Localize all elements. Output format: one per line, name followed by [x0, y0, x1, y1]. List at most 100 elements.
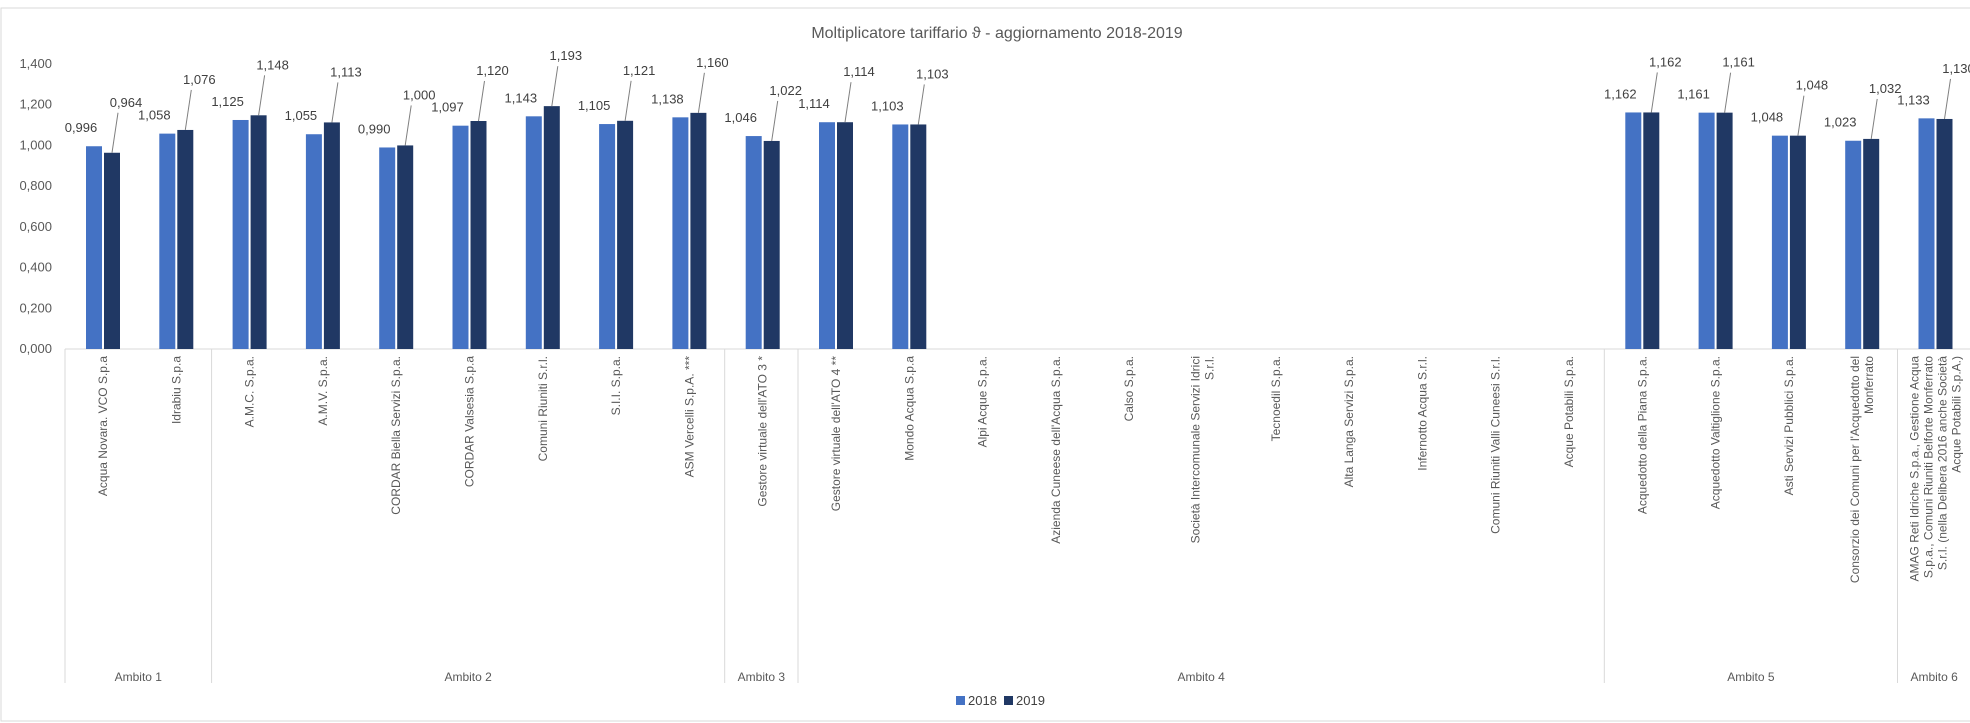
category-label: Asti Servizi Pubblici S.p.a.	[1782, 356, 1796, 495]
leader-line-2019	[551, 66, 559, 107]
y-tick-label: 0,400	[19, 260, 52, 275]
data-label-2019: 1,162	[1649, 54, 1682, 69]
bar-2019	[1643, 112, 1660, 349]
leader-line-2019	[771, 100, 779, 142]
data-label-2019: 1,114	[843, 64, 875, 79]
bar-2018	[379, 147, 396, 349]
data-label-2019: 0,964	[110, 95, 143, 110]
bar-2018	[1918, 118, 1935, 349]
leader-line-2019	[111, 112, 119, 153]
bar-2018	[452, 125, 469, 349]
bar-2019	[543, 106, 560, 349]
data-label-2019: 1,121	[623, 63, 656, 78]
leader-line-2019	[697, 72, 705, 113]
bar-2019	[470, 121, 487, 349]
data-label-2019: 1,103	[916, 66, 949, 81]
leader-line-2019	[184, 89, 192, 131]
group-labels: Ambito 1 Ambito 2 Ambito 3 Ambito 4 Ambito 5…	[64, 349, 1958, 684]
data-label-2019: 1,022	[769, 83, 802, 98]
bar-2019	[177, 129, 194, 349]
bar-2019	[1789, 135, 1806, 349]
legend-swatch-2019	[1004, 696, 1013, 705]
category-label: Acquedotto della Piana S.p.a.	[1635, 356, 1649, 514]
data-label-2019: 1,120	[476, 63, 509, 78]
leader-line-2019	[917, 84, 925, 125]
bar-2019	[837, 122, 853, 349]
bar-2018	[599, 124, 616, 349]
legend-swatch-2018	[956, 696, 965, 705]
data-label-2018: 1,162	[1604, 86, 1637, 101]
category-label: Azienda Cuneese dell'Acqua S.p.a.	[1049, 356, 1063, 544]
data-label-2019: 1,113	[330, 64, 362, 79]
category-label: Calso S.p.a.	[1122, 356, 1136, 421]
leader-line-2019	[404, 105, 412, 146]
category-label: Acqua Novara. VCO S.p.a	[96, 356, 110, 496]
data-label-2019: 1,048	[1796, 78, 1829, 93]
bar-2018	[305, 134, 322, 349]
data-label-2018: 1,103	[871, 98, 904, 113]
leader-line-2019	[1797, 95, 1805, 136]
bar-2019	[397, 145, 414, 349]
bar-2019	[690, 112, 707, 349]
category-label: Infernotto Acqua S.r.l.	[1415, 356, 1429, 471]
bar-2018	[819, 122, 835, 349]
y-tick-label: 0,200	[19, 300, 52, 315]
bar-2019	[617, 120, 634, 350]
bars	[86, 106, 1953, 350]
group-label: Ambito 5	[1727, 670, 1775, 684]
category-label: CORDAR Valsesia S.p.a	[463, 356, 477, 487]
bar-2018	[1698, 112, 1715, 350]
data-label-2018: 1,125	[211, 94, 244, 109]
category-label: Idrabiu S.p.a	[169, 356, 183, 424]
y-tick-label: 0,800	[19, 178, 52, 193]
legend-label-2019: 2019	[1016, 693, 1045, 708]
data-label-2018: 1,143	[505, 90, 538, 105]
bar-2018	[86, 146, 102, 349]
category-label: CORDAR Biella Servizi S.p.a.	[389, 356, 403, 515]
leader-line-2019	[1870, 98, 1878, 139]
leader-line-2019	[1724, 72, 1732, 113]
bar-2019	[910, 124, 927, 349]
data-label-2018: 1,161	[1677, 87, 1710, 102]
data-label-2019: 1,000	[403, 87, 436, 102]
category-label: Alpi Acque S.p.a.	[976, 356, 990, 447]
bar-2018	[159, 133, 176, 349]
legend-label-2018: 2018	[968, 693, 997, 708]
leader-line-2019	[624, 80, 632, 121]
group-label: Ambito 4	[1177, 670, 1225, 684]
data-label-2018: 0,996	[65, 120, 98, 135]
bar-2019	[1936, 118, 1953, 349]
data-label-2019: 1,076	[183, 72, 216, 87]
category-label: A.M.C. S.p.a.	[243, 356, 257, 427]
leader-line-2019	[1944, 78, 1951, 120]
category-label: A.M.V. S.p.a.	[316, 356, 330, 426]
group-label: Ambito 3	[738, 670, 786, 684]
category-label: ASM Vercelli S.p.A. ***	[682, 356, 696, 478]
category-label: Alta Langa Servizi S.p.a.	[1342, 356, 1356, 487]
legend: 2018 2019	[956, 693, 1045, 708]
leader-line-2019	[331, 82, 339, 123]
bar-2018	[672, 117, 689, 349]
data-label-2018: 1,138	[651, 91, 684, 106]
leader-line-2019	[258, 75, 266, 116]
y-tick-label: 0,600	[19, 219, 52, 234]
bar-2018	[745, 136, 762, 349]
bar-2018	[1625, 112, 1642, 349]
category-label: Acque Potabili S.p.a.	[1562, 356, 1576, 467]
bar-2018	[232, 119, 249, 349]
category-label: Tecnoedil S.p.a.	[1269, 356, 1283, 441]
data-label-2018: 1,105	[578, 98, 611, 113]
data-label-2018: 1,046	[724, 110, 757, 125]
category-label: Comuni Riuniti S.r.l.	[536, 356, 550, 461]
bar-2019	[1863, 138, 1880, 349]
group-label: Ambito 2	[444, 670, 492, 684]
y-tick-label: 1,200	[19, 97, 52, 112]
data-label-2019: 1,130	[1942, 61, 1970, 76]
leader-line-2019	[478, 80, 485, 122]
leader-line-2019	[844, 82, 852, 123]
bar-2019	[1716, 112, 1733, 350]
bar-2019	[104, 152, 120, 349]
category-label: Società Intercomunale Servizi IdriciS.r.…	[1189, 356, 1217, 543]
bar-2018	[1771, 135, 1788, 349]
